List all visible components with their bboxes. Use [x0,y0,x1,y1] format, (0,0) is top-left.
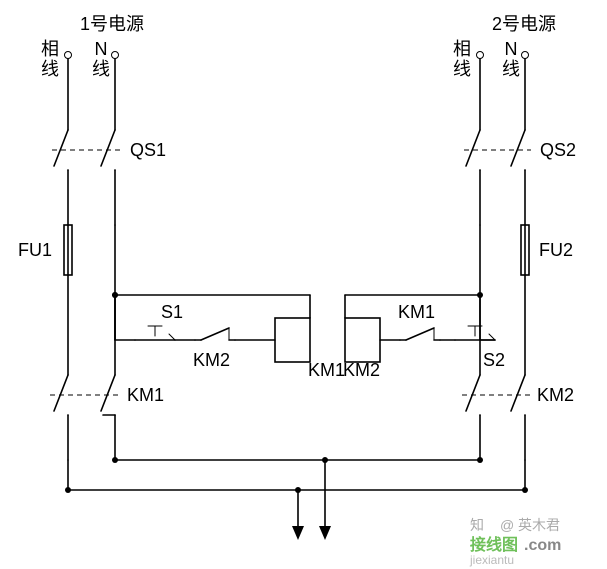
label-text: 线 [453,59,471,79]
label-text: 线 [41,59,59,79]
label-text: jiexiantu [469,553,514,567]
label-text: KM2 [537,385,574,405]
label-text: 相 [453,39,471,59]
label-text: QS2 [540,140,576,160]
label-text: KM1 [308,360,345,380]
label-text: KM2 [193,350,230,370]
label-text: S1 [161,302,183,322]
label-text: KM1 [398,302,435,322]
label-text: KM1 [127,385,164,405]
background [0,0,607,569]
label-text: 接线图 [470,535,518,554]
label-text: N [505,39,518,59]
label-text: QS1 [130,140,166,160]
label-text: @ [500,517,514,533]
electrical-schematic: 1号电源2号电源相线N线相线N线QS1QS2FU1FU2S1KM2KM1S2KM… [0,0,607,569]
label-text: 1号电源 [80,14,144,34]
label-text: 相 [41,39,59,59]
label-text: 2号电源 [492,14,556,34]
label-text: 线 [502,59,520,79]
label-text: FU1 [18,240,52,260]
label-text: .com [524,537,561,554]
label-text: KM2 [343,360,380,380]
label-text: 英木君 [518,517,560,533]
label-text: 线 [92,59,110,79]
label-text: 知 [470,517,484,533]
label-text: FU2 [539,240,573,260]
label-text: S2 [483,350,505,370]
label-text: N [95,39,108,59]
